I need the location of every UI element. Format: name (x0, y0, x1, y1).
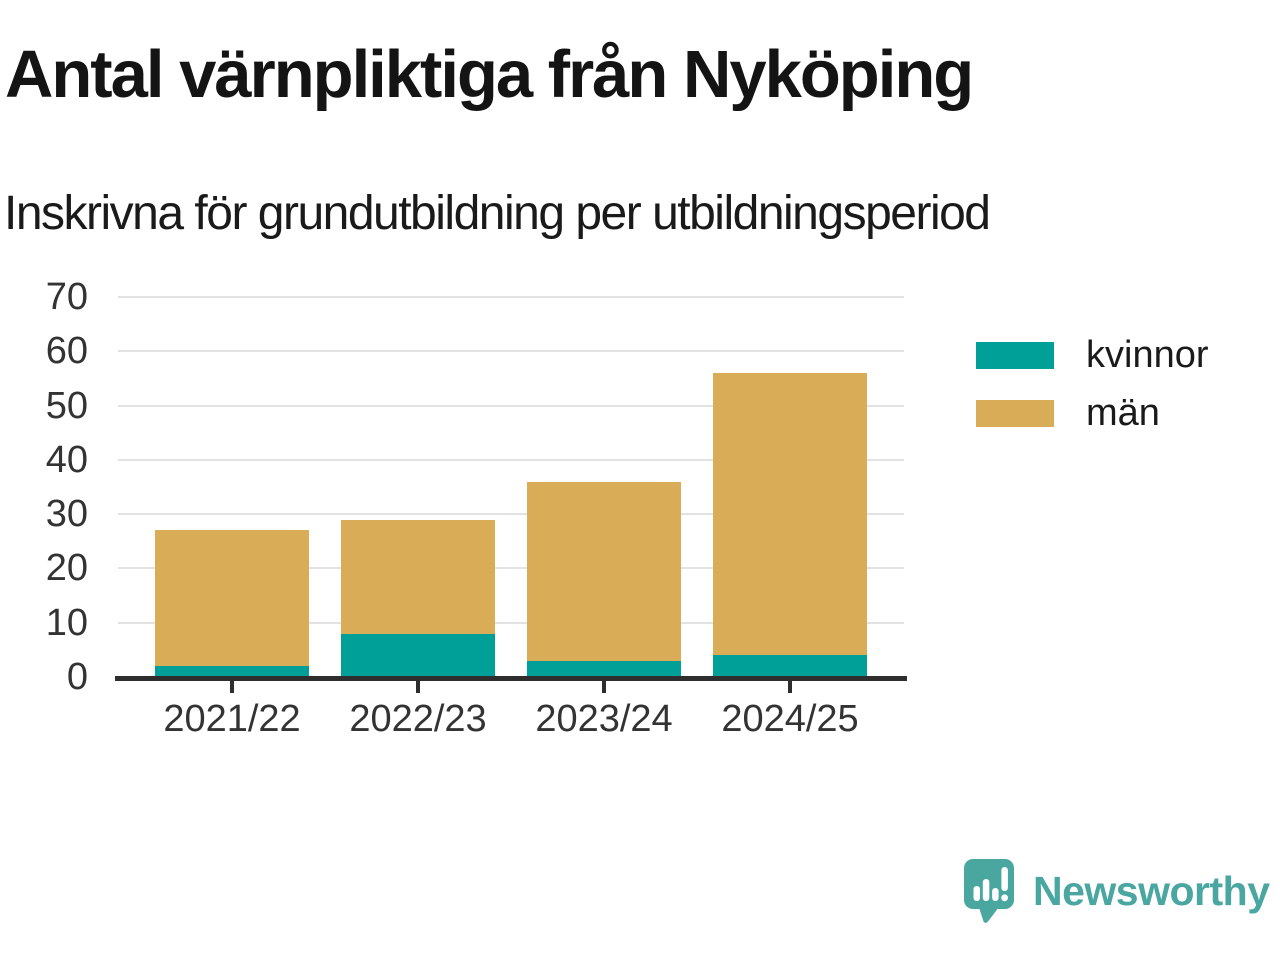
legend-item-man: män (976, 391, 1209, 434)
plot-area: 2021/22 2022/23 2023/24 2024/25 (115, 296, 907, 740)
y-axis-label-50: 50 (45, 385, 88, 427)
y-axis-label-20: 20 (45, 547, 88, 589)
chart-subtitle: Inskrivna för grundutbildning per utbild… (4, 187, 991, 240)
x-axis-line (115, 676, 907, 681)
x-axis-label-2021/22: 2021/22 (163, 698, 301, 740)
legend: kvinnor män (976, 333, 1209, 452)
bar-segment-kvinnor-2021/22 (155, 666, 309, 677)
bar-segment-män-2023/24 (527, 482, 681, 661)
legend-label-kvinnor: kvinnor (1086, 333, 1209, 376)
y-axis-label-0: 0 (66, 656, 88, 698)
y-axis-label-30: 30 (45, 493, 88, 535)
legend-swatch-kvinnor (976, 341, 1054, 369)
bar-segment-kvinnor-2022/23 (341, 634, 495, 677)
y-axis-label-10: 10 (45, 602, 88, 644)
x-axis-tick-2024/25 (788, 681, 792, 693)
gridline-10 (118, 622, 904, 624)
y-axis-label-40: 40 (45, 439, 88, 481)
bar-segment-män-2022/23 (341, 520, 495, 634)
x-axis-label-2022/23: 2022/23 (349, 698, 487, 740)
newsworthy-logo-text: Newsworthy (1033, 867, 1270, 914)
legend-swatch-man (976, 399, 1054, 427)
bar-segment-män-2021/22 (155, 530, 309, 666)
x-axis-tick-2022/23 (416, 681, 420, 693)
gridline-40 (118, 459, 904, 461)
gridline-20 (118, 567, 904, 569)
legend-item-kvinnor: kvinnor (976, 333, 1209, 376)
y-axis-label-60: 60 (45, 330, 88, 372)
x-axis-label-2024/25: 2024/25 (721, 698, 859, 740)
chart-title: Antal värnpliktiga från Nyköping (5, 37, 974, 112)
legend-label-man: män (1086, 391, 1160, 434)
x-axis-tick-2021/22 (230, 681, 234, 693)
newsworthy-logo-icon (964, 859, 1014, 923)
x-axis-label-2023/24: 2023/24 (535, 698, 673, 740)
gridline-50 (118, 405, 904, 407)
y-axis: 0 10 20 30 40 50 60 70 (0, 277, 88, 697)
gridline-70 (118, 296, 904, 298)
bar-segment-män-2024/25 (713, 373, 867, 655)
gridline-60 (118, 350, 904, 352)
bar-segment-kvinnor-2024/25 (713, 655, 867, 677)
gridline-30 (118, 513, 904, 515)
newsworthy-logo: Newsworthy (962, 858, 1270, 924)
bar-segment-kvinnor-2023/24 (527, 661, 681, 677)
x-axis-tick-2023/24 (602, 681, 606, 693)
y-axis-label-70: 70 (45, 276, 88, 318)
